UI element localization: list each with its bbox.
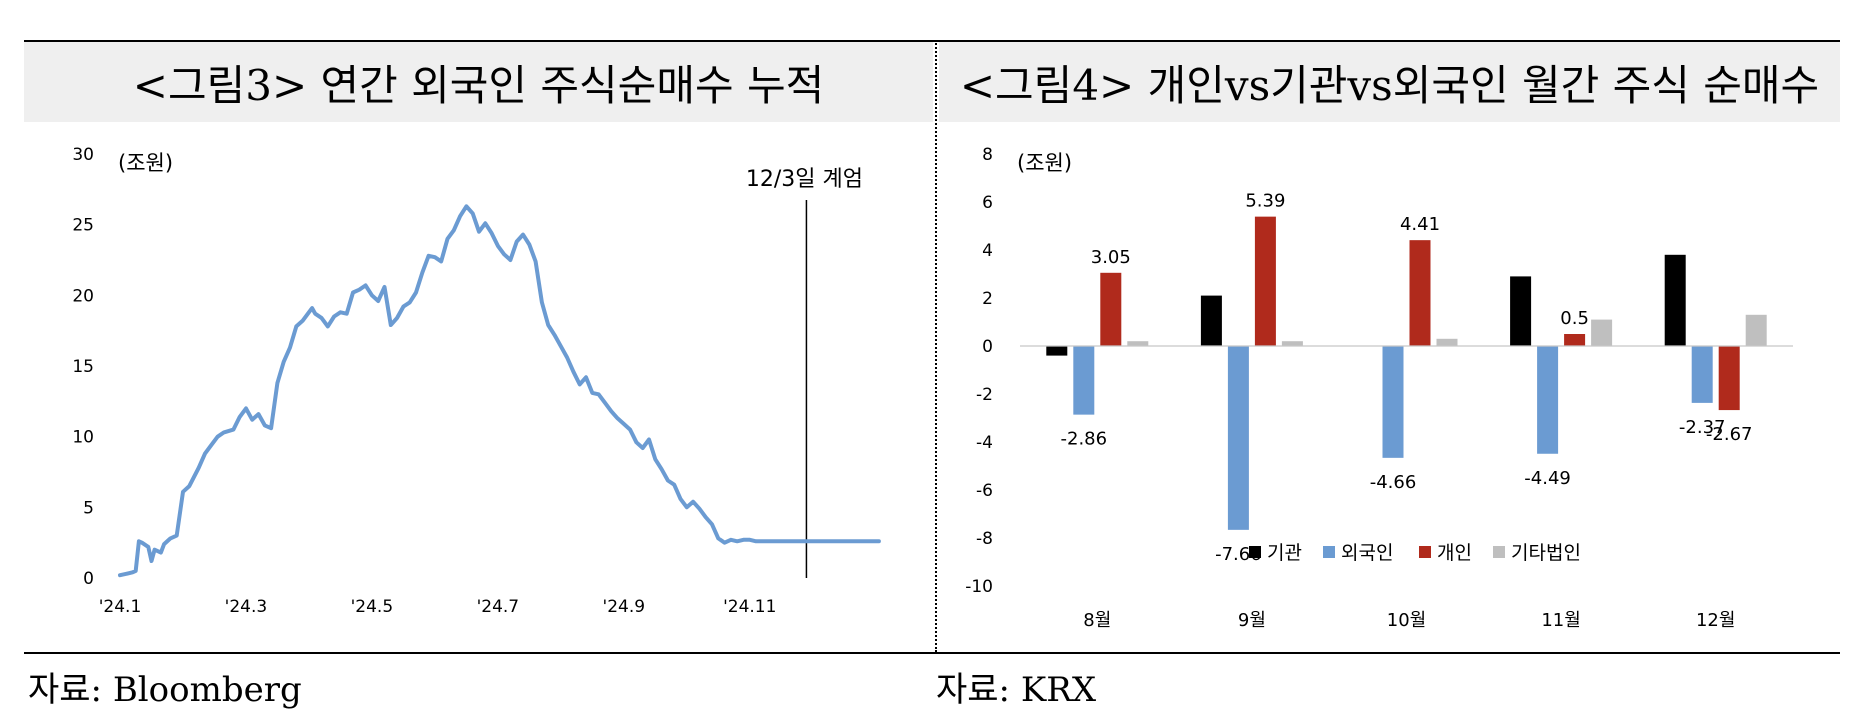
- legend-swatch-기관: [1249, 546, 1261, 558]
- y-tick-label: 6: [982, 193, 993, 213]
- data-label: -4.66: [1370, 472, 1417, 493]
- y-tick-label: 8: [982, 145, 993, 165]
- legend-label: 외국인: [1341, 542, 1393, 564]
- y-tick-label: 20: [72, 286, 94, 306]
- y-tick-label: 30: [72, 145, 94, 165]
- top-border: [24, 40, 1840, 42]
- bar-기관: [1664, 254, 1686, 346]
- cumulative-net-buy-line: [118, 204, 881, 578]
- category-label: 8월: [1083, 610, 1111, 631]
- bar-개인: [1254, 216, 1276, 346]
- event-annotation: 12/3일 계엄: [746, 167, 863, 192]
- legend-swatch-외국인: [1323, 546, 1335, 558]
- x-tick-label: '24.3: [225, 597, 268, 617]
- y-tick-label: -4: [976, 433, 993, 453]
- monthly-net-buy-bar-chart: 8 6 4 2 0 -2 -4 -6 -8 -10 (조원) 8월 9월 10월 11월 12월 -2.86 3.…: [965, 145, 1793, 631]
- y-tick-label: 15: [72, 357, 94, 377]
- x-tick-label: '24.11: [723, 597, 776, 617]
- unit-label: (조원): [1017, 151, 1072, 175]
- category-label: 9월: [1238, 610, 1266, 631]
- y-tick-label: 4: [982, 241, 993, 261]
- bar-외국인: [1537, 346, 1559, 454]
- y-tick-label: 25: [72, 216, 94, 236]
- x-tick-label: '24.1: [99, 597, 142, 617]
- bar-기관: [1046, 346, 1068, 356]
- right-chart-title: <그림4> 개인vs기관vs외국인 월간 주식 순매수: [939, 42, 1840, 122]
- legend-swatch-개인: [1419, 546, 1431, 558]
- y-tick-label: 0: [83, 569, 94, 589]
- bar-외국인: [1073, 346, 1095, 415]
- category-label: 12월: [1696, 610, 1735, 631]
- bar-기타법인: [1436, 338, 1458, 346]
- data-label: -2.86: [1061, 429, 1108, 450]
- unit-label: (조원): [118, 151, 173, 175]
- bar-외국인: [1382, 346, 1404, 458]
- category-label: 10월: [1387, 610, 1426, 631]
- left-source-note: 자료: Bloomberg: [28, 670, 302, 710]
- data-label: 0.5: [1560, 308, 1589, 329]
- panel-divider: [935, 40, 937, 652]
- legend-label: 기타법인: [1511, 542, 1581, 564]
- y-tick-label: 0: [982, 337, 993, 357]
- data-label: -2.37: [1679, 417, 1726, 438]
- cumulative-foreign-net-buy-chart: 0 5 10 15 20 25 30 '24.1 '24.3 '24.5 '24.7 '24.9 '24…: [72, 145, 881, 617]
- bar-기타법인: [1745, 314, 1767, 346]
- bar-개인: [1718, 346, 1740, 411]
- data-label: 4.41: [1400, 214, 1440, 235]
- y-tick-label: 5: [83, 498, 94, 518]
- bar-개인: [1564, 334, 1586, 346]
- bar-외국인: [1227, 346, 1249, 530]
- bar-기관: [1510, 276, 1532, 346]
- data-label: -4.49: [1524, 468, 1571, 489]
- y-tick-label: -8: [976, 529, 993, 549]
- data-label: 5.39: [1245, 191, 1285, 212]
- y-tick-label: 10: [72, 428, 94, 448]
- bar-기관: [1200, 295, 1222, 346]
- y-tick-label: -10: [965, 577, 993, 597]
- bar-기타법인: [1281, 341, 1303, 346]
- bar-개인: [1409, 240, 1431, 346]
- legend-label: 기관: [1267, 542, 1302, 564]
- category-label: 11월: [1541, 610, 1580, 631]
- x-tick-label: '24.5: [351, 597, 394, 617]
- bar-기타법인: [1591, 319, 1613, 346]
- x-tick-label: '24.7: [477, 597, 520, 617]
- y-tick-label: 2: [982, 289, 993, 309]
- y-tick-label: -6: [976, 481, 993, 501]
- bar-외국인: [1691, 346, 1713, 403]
- data-label: 3.05: [1091, 247, 1131, 268]
- x-tick-label: '24.9: [603, 597, 646, 617]
- bar-기타법인: [1127, 341, 1149, 346]
- data-label: -2.67: [1706, 424, 1753, 445]
- left-chart-title: <그림3> 연간 외국인 주식순매수 누적: [24, 42, 933, 122]
- bar-개인: [1100, 272, 1122, 346]
- right-source-note: 자료: KRX: [936, 670, 1097, 710]
- legend-swatch-기타법인: [1493, 546, 1505, 558]
- legend-label: 개인: [1437, 542, 1472, 564]
- y-tick-label: -2: [976, 385, 993, 405]
- bottom-border: [24, 652, 1840, 654]
